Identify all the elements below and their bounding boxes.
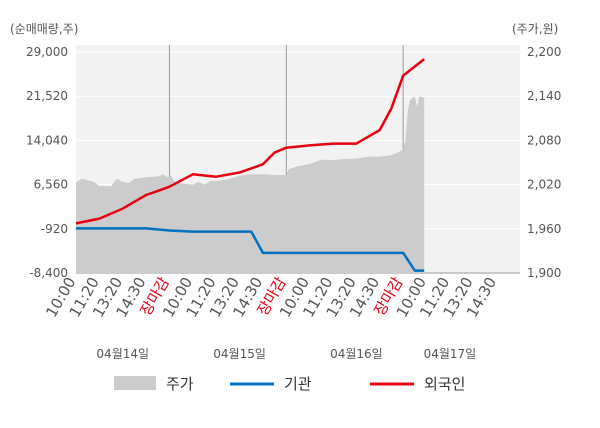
legend-label-foreigner: 외국인 [424,375,465,393]
left-tick-label: -8,400 [29,266,68,280]
left-tick-label: 14,040 [26,133,68,147]
x-axis-ticks: 10:0011:2013:2014:30장마감10:0011:2013:2014… [42,274,500,321]
date-label: 04월16일 [330,347,383,361]
legend-swatch-price [114,376,156,390]
left-axis-ticks: 29,000 21,520 14,040 6,560 -920 -8,400 [26,45,68,280]
left-tick-label: 6,560 [34,178,68,192]
right-tick-label: 2,140 [527,89,561,103]
foreigner-line [75,58,425,225]
right-axis-unit: (주가,원) [512,22,558,36]
right-tick-label: 1,960 [527,222,561,236]
left-tick-label: -920 [41,222,68,236]
date-label: 04월17일 [424,347,477,361]
right-tick-label: 2,080 [527,133,561,147]
date-labels: 04월14일 04월15일 04월16일 04월17일 [96,347,476,361]
legend: 주가 기관 외국인 [114,375,465,393]
series-layer [75,58,425,273]
institution-line [76,227,425,272]
left-tick-label: 21,520 [26,89,68,103]
legend-label-institution: 기관 [284,375,312,393]
right-axis-ticks: 2,200 2,140 2,080 2,020 1,960 1,900 [527,45,561,280]
right-tick-label: 2,020 [527,178,561,192]
legend-label-price: 주가 [166,375,194,393]
left-tick-label: 29,000 [26,45,68,59]
date-label: 04월14일 [96,347,149,361]
date-label: 04월15일 [213,347,266,361]
right-tick-label: 1,900 [527,266,561,280]
left-axis-unit: (순매매량,주) [10,22,78,36]
right-tick-label: 2,200 [527,45,561,59]
